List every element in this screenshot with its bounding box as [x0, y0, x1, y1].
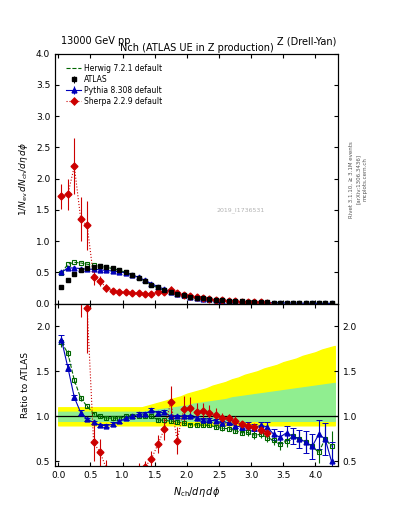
Text: [arXiv:1306.3436]: [arXiv:1306.3436] — [356, 154, 361, 204]
Herwig 7.2.1 default — [323, 301, 327, 307]
Herwig 7.2.1 default — [246, 299, 250, 305]
Herwig 7.2.1 default — [233, 298, 237, 305]
Text: mcplots.cern.ch: mcplots.cern.ch — [362, 157, 367, 201]
Herwig 7.2.1 default — [98, 263, 103, 269]
Y-axis label: $1/N_{\rm ev}\,dN_{\rm ch}/d\eta\,d\phi$: $1/N_{\rm ev}\,dN_{\rm ch}/d\eta\,d\phi$ — [17, 141, 30, 216]
Herwig 7.2.1 default — [143, 278, 147, 284]
Herwig 7.2.1 default — [78, 260, 83, 266]
Herwig 7.2.1 default — [316, 301, 321, 307]
Herwig 7.2.1 default — [290, 300, 295, 306]
Line: Herwig 7.2.1 default: Herwig 7.2.1 default — [61, 262, 332, 304]
Herwig 7.2.1 default — [265, 300, 270, 306]
Herwig 7.2.1 default — [169, 289, 173, 295]
Herwig 7.2.1 default — [226, 298, 231, 304]
Herwig 7.2.1 default — [259, 300, 263, 306]
Legend: Herwig 7.2.1 default, ATLAS, Pythia 8.308 default, Sherpa 2.2.9 default: Herwig 7.2.1 default, ATLAS, Pythia 8.30… — [64, 62, 164, 108]
Herwig 7.2.1 default — [239, 299, 244, 305]
Herwig 7.2.1 default — [117, 267, 122, 273]
Herwig 7.2.1 default — [110, 266, 115, 272]
Herwig 7.2.1 default — [85, 261, 90, 267]
Herwig 7.2.1 default — [188, 294, 193, 301]
Herwig 7.2.1 default — [130, 272, 134, 278]
Herwig 7.2.1 default — [297, 300, 302, 306]
X-axis label: $N_{\rm ch}/d\eta\,d\phi$: $N_{\rm ch}/d\eta\,d\phi$ — [173, 485, 220, 499]
Text: 13000 GeV pp: 13000 GeV pp — [61, 36, 130, 46]
Herwig 7.2.1 default — [220, 297, 224, 304]
Herwig 7.2.1 default — [303, 300, 308, 306]
Herwig 7.2.1 default — [310, 300, 315, 306]
Herwig 7.2.1 default — [104, 264, 109, 270]
Text: Rivet 3.1.10, ≥ 3.1M events: Rivet 3.1.10, ≥ 3.1M events — [349, 141, 354, 218]
Herwig 7.2.1 default — [59, 270, 64, 276]
Herwig 7.2.1 default — [162, 287, 167, 293]
Herwig 7.2.1 default — [123, 269, 128, 275]
Herwig 7.2.1 default — [278, 300, 283, 306]
Herwig 7.2.1 default — [271, 300, 276, 306]
Herwig 7.2.1 default — [66, 261, 70, 267]
Y-axis label: Ratio to ATLAS: Ratio to ATLAS — [21, 352, 30, 418]
Text: 2019_I1736531: 2019_I1736531 — [216, 207, 264, 213]
Herwig 7.2.1 default — [156, 285, 160, 291]
Herwig 7.2.1 default — [200, 296, 205, 302]
Herwig 7.2.1 default — [284, 300, 289, 306]
Herwig 7.2.1 default — [252, 300, 257, 306]
Herwig 7.2.1 default — [194, 295, 199, 301]
Herwig 7.2.1 default — [329, 301, 334, 307]
Herwig 7.2.1 default — [175, 291, 180, 297]
Title: Nch (ATLAS UE in Z production): Nch (ATLAS UE in Z production) — [119, 43, 274, 53]
Text: Z (Drell-Yan): Z (Drell-Yan) — [277, 36, 336, 46]
Herwig 7.2.1 default — [181, 293, 186, 299]
Herwig 7.2.1 default — [72, 259, 77, 265]
Herwig 7.2.1 default — [213, 297, 218, 303]
Herwig 7.2.1 default — [207, 296, 212, 303]
Herwig 7.2.1 default — [149, 282, 154, 288]
Herwig 7.2.1 default — [91, 262, 96, 268]
Herwig 7.2.1 default — [136, 275, 141, 281]
